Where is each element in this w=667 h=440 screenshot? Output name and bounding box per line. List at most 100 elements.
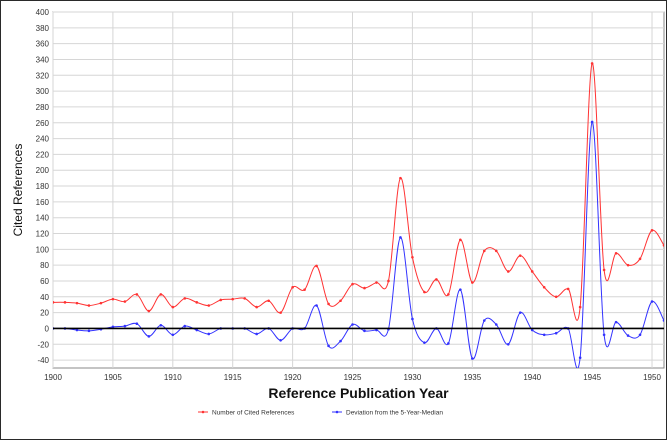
data-point [459, 288, 462, 291]
y-tick-label: 340 [36, 55, 50, 64]
data-point [494, 249, 498, 253]
data-point [111, 325, 115, 329]
x-tick-label: 1935 [463, 373, 481, 382]
y-tick-label: 100 [36, 245, 50, 254]
data-point [375, 328, 378, 332]
data-point [614, 320, 618, 324]
data-point [578, 356, 582, 360]
data-point [602, 268, 606, 272]
legend-label: Deviation from the 5-Year-Median [346, 410, 443, 417]
data-point [75, 328, 79, 332]
data-point [207, 304, 211, 307]
data-point [363, 329, 366, 333]
data-point [243, 297, 246, 300]
data-point [267, 299, 270, 303]
legend-marker [201, 410, 205, 414]
data-point [147, 335, 151, 338]
y-tick-label: 400 [36, 8, 50, 17]
data-point [375, 281, 378, 284]
data-point [207, 332, 211, 336]
data-point [542, 333, 546, 337]
data-point [650, 229, 654, 232]
data-point [387, 279, 390, 283]
data-point [195, 328, 199, 332]
y-tick-label: 20 [40, 309, 49, 318]
y-tick-label: 300 [36, 87, 50, 96]
data-point [399, 176, 402, 180]
data-point [63, 301, 67, 304]
data-point [171, 333, 175, 337]
data-point [518, 254, 522, 257]
y-tick-label: -20 [37, 340, 49, 349]
data-point [447, 293, 450, 296]
data-point [255, 305, 258, 309]
data-point [339, 339, 342, 343]
data-point [614, 251, 618, 255]
y-tick-label: 360 [36, 40, 50, 49]
data-point [518, 311, 522, 314]
data-point [482, 249, 486, 253]
data-point [171, 305, 175, 309]
y-tick-label: 320 [36, 71, 50, 80]
data-point [399, 236, 402, 239]
data-point [638, 257, 642, 261]
y-tick-label: -40 [37, 356, 49, 365]
data-point [471, 357, 474, 360]
y-axis-title: Cited References [11, 144, 25, 237]
plot-area [52, 11, 665, 369]
data-point [219, 298, 223, 302]
data-point [638, 333, 642, 337]
data-point [459, 238, 462, 242]
data-point [135, 293, 139, 296]
y-tick-label: 160 [36, 198, 50, 207]
data-point [447, 342, 450, 345]
data-point [650, 300, 654, 303]
data-point [123, 324, 127, 328]
data-point [87, 304, 91, 307]
data-point [123, 300, 127, 303]
data-point [53, 301, 55, 304]
data-point [471, 281, 474, 284]
data-point [135, 322, 139, 325]
x-tick-label: 1945 [583, 373, 601, 382]
data-point [542, 286, 546, 289]
data-point [351, 323, 354, 326]
data-point [279, 339, 282, 342]
data-point [662, 319, 664, 322]
data-point [279, 311, 282, 314]
data-point [351, 282, 354, 286]
data-point [494, 323, 498, 326]
y-tick-label: 40 [40, 293, 49, 302]
data-point [411, 255, 414, 259]
x-tick-label: 1950 [643, 373, 661, 382]
data-point [315, 304, 318, 307]
data-point [183, 324, 187, 328]
x-tick-label: 1915 [224, 373, 242, 382]
data-point [554, 331, 558, 335]
data-point [530, 328, 534, 332]
y-tick-label: 240 [36, 135, 50, 144]
data-point [75, 301, 79, 305]
data-point [423, 290, 426, 294]
data-point [566, 287, 570, 291]
data-point [411, 317, 414, 321]
data-point [231, 297, 235, 301]
x-tick-label: 1905 [104, 373, 122, 382]
legend-label: Number of Cited References [212, 410, 295, 417]
data-point [554, 295, 558, 299]
data-point [530, 270, 534, 273]
x-tick-label: 1910 [164, 373, 182, 382]
data-point [87, 329, 91, 333]
x-tick-label: 1925 [344, 373, 362, 382]
x-tick-label: 1930 [404, 373, 422, 382]
data-point [183, 297, 187, 300]
data-point [315, 264, 318, 268]
data-point [590, 62, 594, 65]
data-point [662, 244, 664, 247]
series-1 [53, 62, 664, 321]
y-tick-label: 280 [36, 103, 50, 112]
data-point [303, 288, 306, 291]
data-point [423, 341, 426, 344]
data-point [111, 297, 115, 301]
